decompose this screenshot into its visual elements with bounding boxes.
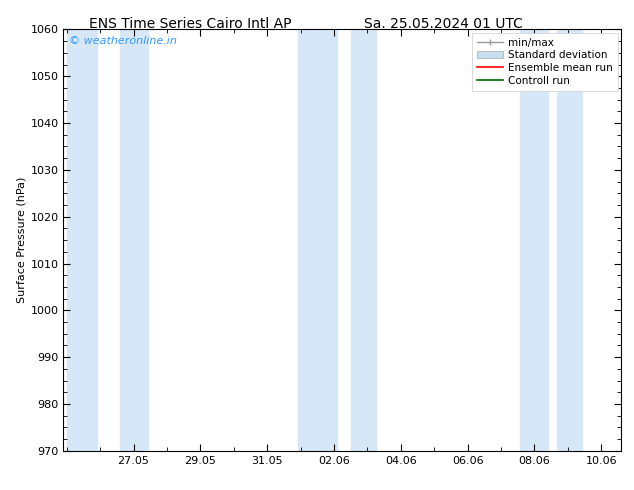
Bar: [351, 29, 376, 451]
Text: © weatheronline.in: © weatheronline.in: [69, 36, 177, 46]
Bar: [120, 29, 148, 451]
Bar: [557, 29, 582, 451]
Text: ENS Time Series Cairo Intl AP: ENS Time Series Cairo Intl AP: [89, 17, 292, 31]
Bar: [67, 29, 98, 451]
Bar: [521, 29, 548, 451]
Bar: [298, 29, 337, 451]
Text: Sa. 25.05.2024 01 UTC: Sa. 25.05.2024 01 UTC: [365, 17, 523, 31]
Legend: min/max, Standard deviation, Ensemble mean run, Controll run: min/max, Standard deviation, Ensemble me…: [472, 32, 618, 91]
Y-axis label: Surface Pressure (hPa): Surface Pressure (hPa): [16, 177, 26, 303]
